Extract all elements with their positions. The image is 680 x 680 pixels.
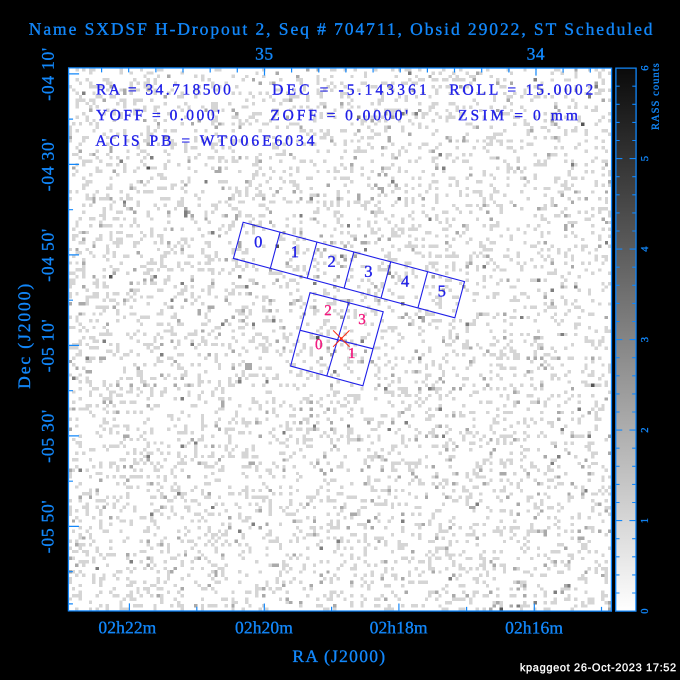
svg-text:-05 30': -05 30' <box>37 409 57 463</box>
svg-text:02h22m: 02h22m <box>98 617 156 637</box>
svg-text:Name SXDSF H-Dropout 2, Seq #: Name SXDSF H-Dropout 2, Seq # 704711, Ob… <box>29 19 655 39</box>
svg-text:2: 2 <box>324 303 332 319</box>
svg-text:6: 6 <box>640 65 651 70</box>
svg-text:1: 1 <box>348 346 356 362</box>
svg-text:5: 5 <box>640 156 651 161</box>
svg-text:3: 3 <box>364 262 372 281</box>
svg-text:2: 2 <box>327 252 335 271</box>
svg-text:3: 3 <box>640 337 651 342</box>
svg-text:RA (J2000): RA (J2000) <box>292 646 386 666</box>
svg-text:kpaggeot 26-Oct-2023 17:52: kpaggeot 26-Oct-2023 17:52 <box>520 662 677 674</box>
svg-text:YOFF = 0.000': YOFF = 0.000' <box>96 107 222 124</box>
svg-text:4: 4 <box>640 246 651 252</box>
svg-text:1: 1 <box>640 518 651 523</box>
svg-text:1: 1 <box>291 242 299 261</box>
svg-text:-04 50': -04 50' <box>38 228 58 282</box>
svg-text:0: 0 <box>315 337 323 353</box>
svg-text:0: 0 <box>254 232 262 251</box>
svg-text:02h16m: 02h16m <box>505 617 563 637</box>
svg-text:Dec (J2000): Dec (J2000) <box>14 282 34 389</box>
svg-text:3: 3 <box>358 312 366 328</box>
svg-text:-05 50': -05 50' <box>37 500 57 554</box>
svg-text:02h18m: 02h18m <box>370 617 428 637</box>
svg-text:ZSIM = 0 mm: ZSIM = 0 mm <box>458 107 581 124</box>
svg-text:RASS counts: RASS counts <box>651 62 662 130</box>
svg-text:-04 30': -04 30' <box>38 138 58 192</box>
svg-text:-04 10': -04 10' <box>38 47 58 101</box>
svg-text:RA = 34.718500: RA = 34.718500 <box>96 82 233 99</box>
svg-text:DEC = -5.143361: DEC = -5.143361 <box>272 82 430 99</box>
svg-text:ACIS PB = WT006E6034: ACIS PB = WT006E6034 <box>95 133 317 150</box>
svg-text:ROLL = 15.0002: ROLL = 15.0002 <box>449 82 596 99</box>
svg-text:0: 0 <box>640 608 651 613</box>
svg-text:02h20m: 02h20m <box>235 617 293 637</box>
svg-text:35: 35 <box>255 43 274 63</box>
svg-text:2: 2 <box>640 427 651 432</box>
svg-text:-05 10': -05 10' <box>37 319 57 373</box>
svg-text:4: 4 <box>401 272 409 291</box>
svg-text:34: 34 <box>527 44 546 64</box>
svg-text:5: 5 <box>438 281 446 300</box>
svg-text:ZOFF = 0.0000': ZOFF = 0.0000' <box>270 107 411 124</box>
